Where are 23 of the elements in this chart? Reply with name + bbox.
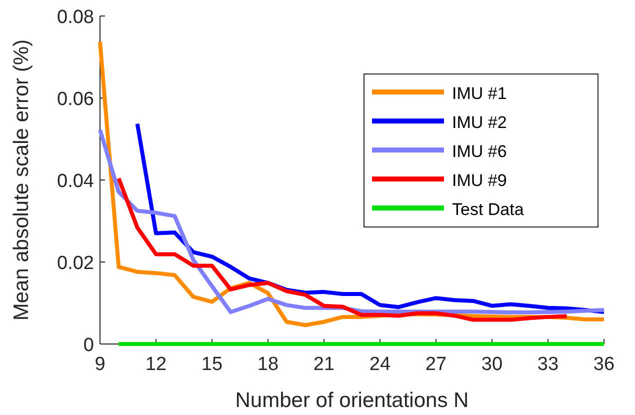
- x-tick-label: 30: [481, 354, 503, 375]
- line-series: [116, 176, 569, 322]
- x-axis-title: Number of orientations N: [235, 389, 469, 412]
- x-tick-label: 33: [537, 354, 559, 375]
- x-tick-label: 21: [313, 354, 335, 375]
- y-tick-label: 0.08: [57, 7, 94, 28]
- legend-label: IMU #1: [452, 84, 507, 103]
- x-tick-label: 27: [425, 354, 447, 375]
- y-axis-title: Mean absolute scale error (%): [10, 39, 33, 321]
- x-tick-label: 15: [201, 354, 223, 375]
- legend-label: Test Data: [452, 200, 524, 219]
- y-tick-label: 0.06: [57, 89, 94, 110]
- legend-label: IMU #9: [452, 171, 507, 190]
- legend-label: IMU #6: [452, 142, 507, 161]
- x-tick-label: 9: [94, 354, 106, 375]
- y-tick-label: 0.02: [57, 253, 94, 274]
- x-tick-label: 18: [257, 354, 279, 375]
- x-tick-label: 12: [145, 354, 167, 375]
- y-tick-label: 0.04: [57, 171, 94, 192]
- x-tick-label: 36: [593, 354, 615, 375]
- y-tick-label: 0: [83, 335, 94, 356]
- x-tick-label: 24: [369, 354, 391, 375]
- legend-label: IMU #2: [452, 113, 507, 132]
